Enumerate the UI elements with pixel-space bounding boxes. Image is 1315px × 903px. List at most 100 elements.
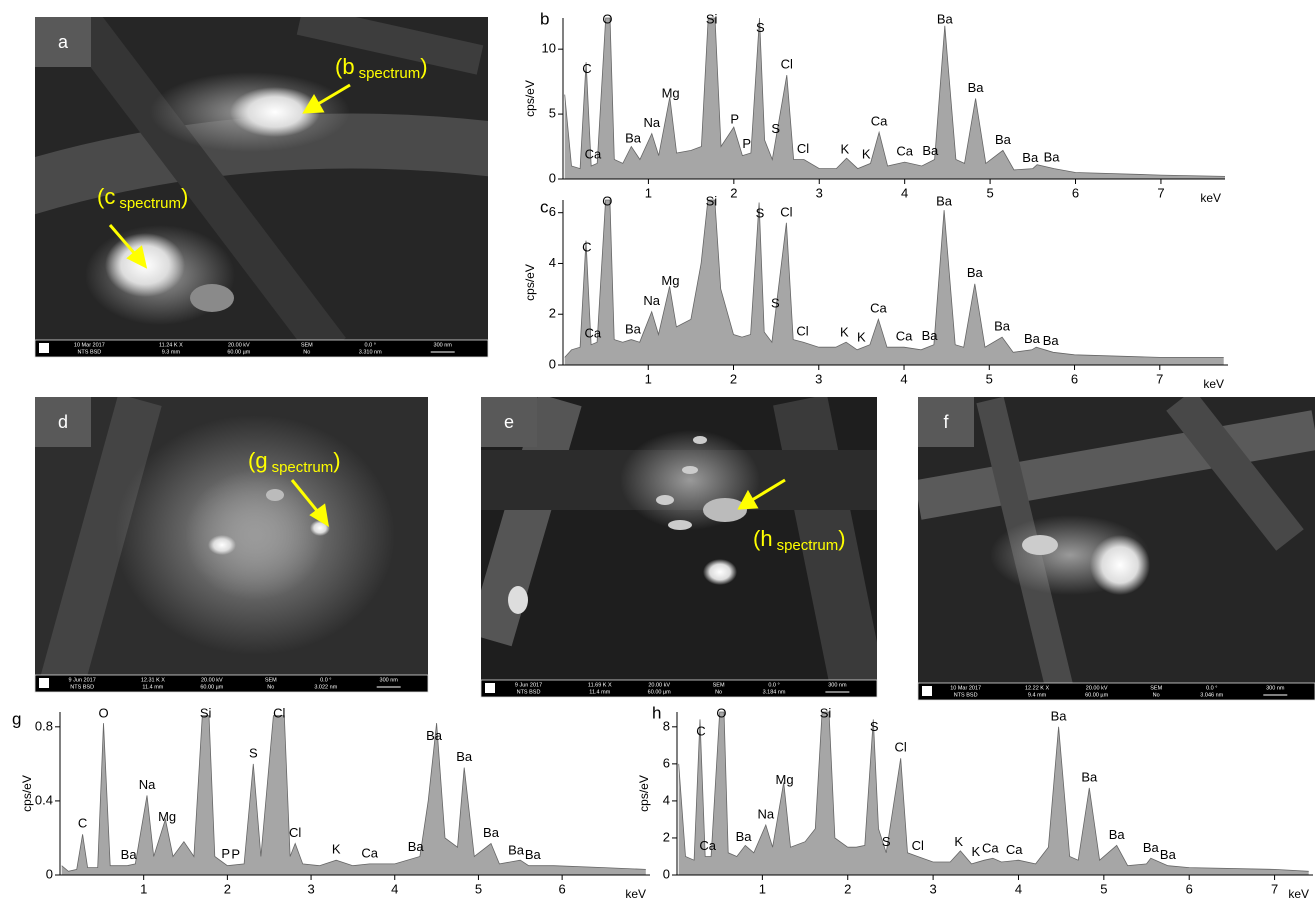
info-text: 20.00 kV [228, 342, 250, 348]
peak-label: Ba [736, 829, 753, 844]
spectrum-line [678, 711, 1309, 872]
annotation-sub: spectrum [119, 195, 181, 212]
peak-label: Si [820, 705, 832, 720]
peak-label: Si [200, 705, 212, 720]
annotation-close: ) [333, 448, 340, 473]
peak-label: Mg [661, 273, 679, 288]
y-tick-label: 0.4 [35, 792, 53, 807]
peak-label: Ba [1109, 827, 1126, 842]
peak-label: C [582, 239, 591, 254]
info-text: 300 nm [828, 682, 847, 688]
peak-label: S [771, 296, 780, 311]
info-text: 300 nm [434, 342, 453, 348]
info-logo [922, 686, 932, 696]
spectrum-line [564, 199, 1224, 358]
peak-label: Ba [1051, 708, 1068, 723]
panel-label: e [504, 412, 514, 432]
peak-label: Si [706, 11, 718, 26]
info-text: 12.31 K X [141, 677, 165, 683]
peak-label: Ca [870, 301, 887, 316]
peak-label: Ca [585, 147, 602, 162]
sem-image-d [35, 397, 428, 692]
x-axis-label: keV [1200, 191, 1221, 205]
peak-label: S [882, 834, 891, 849]
spectrum-fill [61, 715, 646, 875]
peak-label: Ba [1024, 331, 1041, 346]
info-bar [917, 682, 1315, 701]
peak-label: K [954, 834, 963, 849]
y-tick-label: 5 [549, 106, 556, 121]
annotation: (h spectrum) [753, 526, 846, 554]
x-tick-label: 6 [1186, 881, 1193, 896]
peak-label: Ba [968, 80, 985, 95]
peak-label: Cl [895, 740, 907, 755]
x-axis-label: keV [1288, 887, 1309, 901]
info-text: 9 Jun 2017 [69, 677, 96, 683]
peak-label: Ba [525, 847, 542, 862]
info-logo [39, 678, 49, 688]
x-tick-label: 4 [391, 881, 398, 896]
peak-label: C [78, 816, 87, 831]
info-text: 11.69 K X [588, 682, 612, 688]
peak-label: Ba [1022, 150, 1039, 165]
x-tick-label: 1 [645, 371, 652, 386]
info-text: 300 nm [1266, 685, 1285, 691]
panel-label: f [943, 412, 949, 432]
info-text: 12.22 K X [1025, 685, 1049, 691]
annotation-close: ) [838, 526, 845, 551]
peak-label: Mg [662, 86, 680, 101]
y-tick-label: 0.8 [35, 718, 53, 733]
annotation-sub: spectrum [272, 459, 334, 476]
peak-label: K [840, 324, 849, 339]
peak-label: K [857, 330, 866, 345]
panel-label: b [540, 9, 549, 28]
peak-label: Ca [896, 329, 913, 344]
info-text: 20.00 kV [648, 682, 670, 688]
peak-label: P [221, 846, 230, 861]
x-tick-label: 4 [1015, 881, 1022, 896]
y-axis-label: cps/eV [637, 775, 651, 812]
panel-label: d [58, 412, 68, 432]
peak-label: Cl [273, 705, 285, 720]
x-tick-label: 5 [986, 185, 993, 200]
y-tick-label: 2 [549, 306, 556, 321]
peak-label: S [756, 20, 765, 35]
peak-label: K [841, 141, 850, 156]
info-text: 60.00 µm [227, 349, 250, 355]
x-tick-label: 1 [645, 185, 652, 200]
y-axis-label: cps/eV [20, 775, 34, 812]
peak-label: S [771, 121, 780, 136]
peak-label: Si [706, 193, 718, 208]
peak-label: O [602, 11, 612, 26]
y-tick-label: 0 [46, 866, 53, 881]
peak-label: O [98, 705, 108, 720]
peak-label: Cl [912, 838, 924, 853]
info-text: 300 nm [380, 677, 399, 683]
info-text: 60.00 µm [200, 684, 223, 690]
peak-label: K [332, 842, 341, 857]
arrows [108, 83, 786, 527]
peak-label: K [862, 147, 871, 162]
info-bar [34, 339, 489, 358]
peak-label: C [582, 61, 591, 76]
peak-label: Ba [994, 319, 1011, 334]
info-text: 0.0 ° [320, 677, 331, 683]
info-text: 10 Mar 2017 [74, 342, 105, 348]
panel-label: h [652, 703, 661, 722]
peak-label: Ca [361, 845, 378, 860]
panel-label: a [58, 32, 69, 52]
annotation: (c spectrum) [97, 184, 188, 212]
peak-label: P [231, 846, 240, 861]
info-text: No [1153, 692, 1160, 698]
x-tick-label: 5 [475, 881, 482, 896]
peak-label: Ba [967, 265, 984, 280]
x-tick-label: 6 [1071, 371, 1078, 386]
annotation-open: (h [753, 526, 773, 551]
x-tick-label: 2 [730, 185, 737, 200]
peak-label: P [742, 136, 751, 151]
spectrum-fill [564, 18, 1225, 179]
x-tick-label: 2 [730, 371, 737, 386]
spectrum-line [61, 715, 646, 872]
y-tick-label: 0 [549, 170, 556, 185]
